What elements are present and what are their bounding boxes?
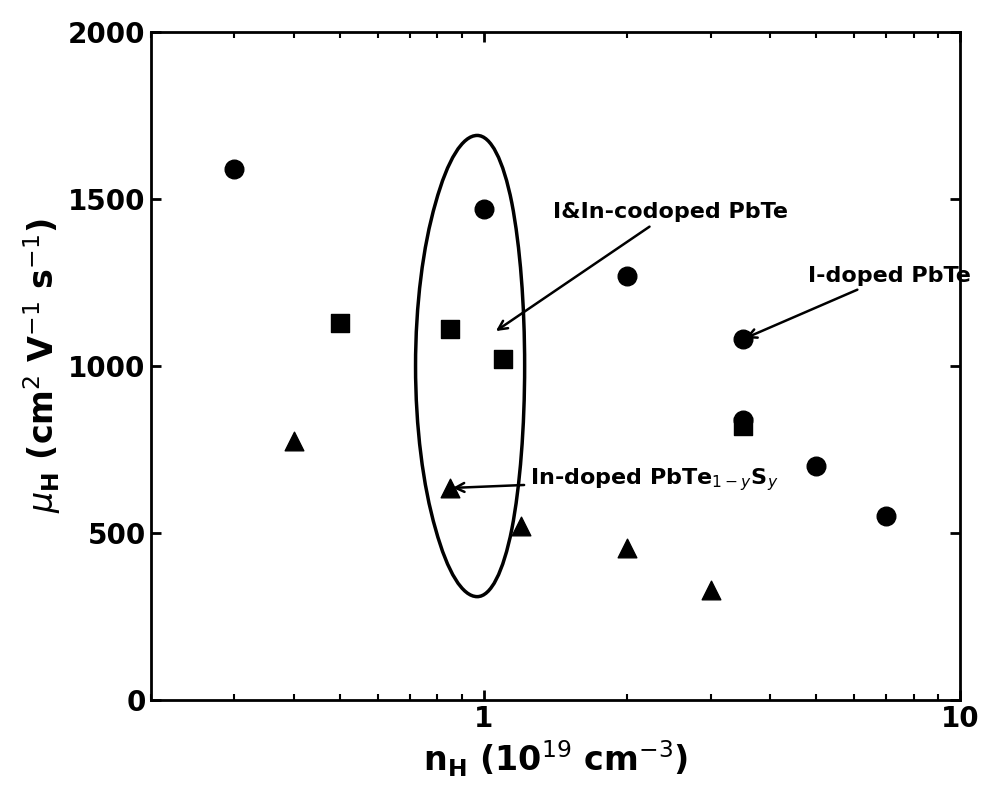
Point xyxy=(226,162,242,175)
Point xyxy=(878,510,894,523)
Point xyxy=(619,270,635,282)
Point xyxy=(476,202,492,215)
Point xyxy=(735,420,751,433)
Point xyxy=(619,542,635,554)
Point xyxy=(442,482,458,494)
Text: I&In-codoped PbTe: I&In-codoped PbTe xyxy=(498,202,788,330)
Point xyxy=(735,413,751,426)
Point xyxy=(735,333,751,346)
Point xyxy=(442,323,458,336)
Point xyxy=(703,583,719,596)
X-axis label: n$_\mathbf{H}$ (10$^{19}$ cm$^{-3}$): n$_\mathbf{H}$ (10$^{19}$ cm$^{-3}$) xyxy=(423,738,688,779)
Point xyxy=(513,520,529,533)
Point xyxy=(808,460,824,473)
Point xyxy=(286,435,302,448)
Point xyxy=(495,353,511,366)
Point xyxy=(332,316,348,329)
Y-axis label: $\mu_\mathbf{H}$ (cm$^2$ V$^{-1}$ s$^{-1}$): $\mu_\mathbf{H}$ (cm$^2$ V$^{-1}$ s$^{-1… xyxy=(21,218,63,514)
Text: I-doped PbTe: I-doped PbTe xyxy=(748,266,971,338)
Text: In-doped PbTe$_{1-y}$S$_y$: In-doped PbTe$_{1-y}$S$_y$ xyxy=(455,466,778,493)
